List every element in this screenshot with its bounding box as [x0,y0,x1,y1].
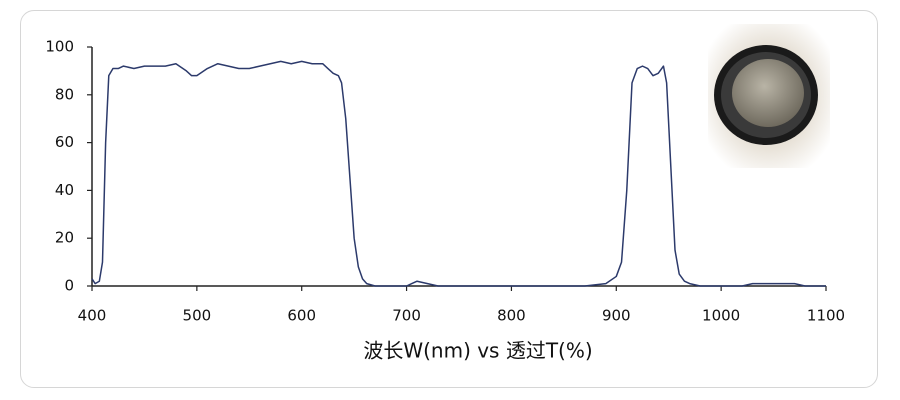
y-tick-label: 100 [45,38,74,56]
y-tick-label: 60 [55,133,74,151]
x-tick-label: 900 [602,307,631,325]
y-tick-label: 0 [64,277,74,295]
card [20,10,878,388]
x-axis-title: 波长W(nm) vs 透过T(%) [363,339,592,363]
y-tick-label: 20 [55,229,74,247]
x-tick-label: 1100 [807,307,845,325]
filter-glass [732,59,804,127]
x-tick-label: 400 [78,307,107,325]
y-tick-label: 40 [55,181,74,199]
x-tick-label: 1000 [702,307,740,325]
x-tick-label: 600 [287,307,316,325]
series-line [91,60,826,287]
x-tick-label: 700 [392,307,421,325]
x-tick-label: 500 [183,307,212,325]
filter-photo [708,24,830,168]
x-tick-label: 800 [497,307,526,325]
y-tick-label: 80 [55,85,74,103]
